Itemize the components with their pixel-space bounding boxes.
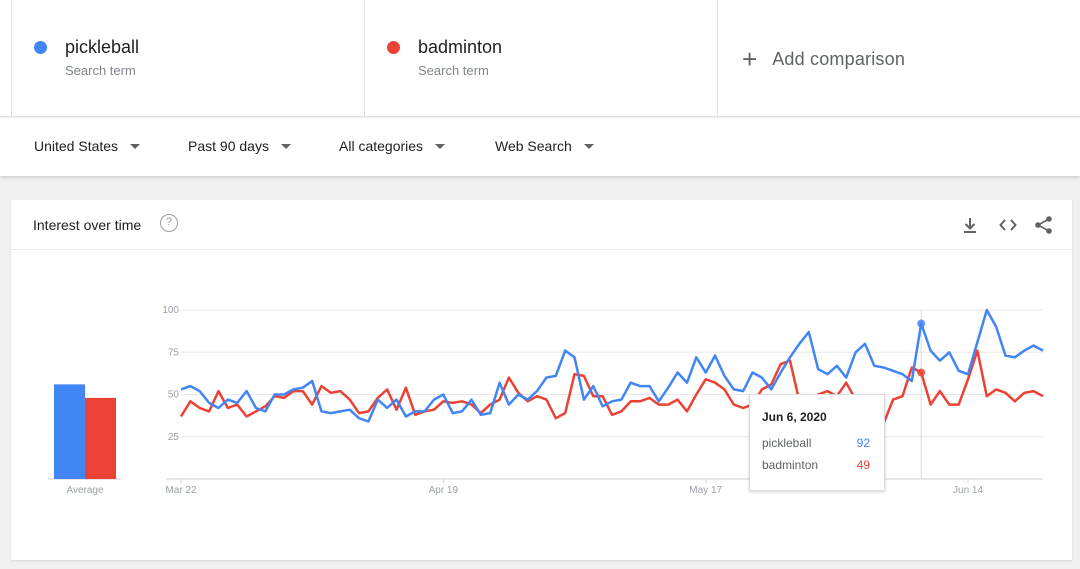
tooltip-date: Jun 6, 2020 [762, 410, 827, 424]
x-tick-label: Jun 14 [953, 485, 983, 496]
interest-over-time-card: Interest over time ? 25 50 75 100 Mar 22 Apr … [11, 200, 1072, 560]
caret-down-icon [583, 143, 594, 149]
chart-tooltip: Jun 6, 2020 pickleball 92 badminton 49 [749, 394, 885, 491]
y-tick-label: 100 [162, 305, 179, 316]
tooltip-value-badminton: 49 [856, 458, 870, 472]
caret-down-icon [280, 143, 291, 149]
category-label: All categories [339, 138, 424, 154]
search-type-label: Web Search [495, 138, 572, 154]
add-comparison-label: Add comparison [772, 48, 906, 69]
highlight-point-badminton [917, 368, 926, 377]
y-tick-label: 25 [168, 432, 180, 443]
search-term-type: Search term [65, 63, 136, 78]
average-bar-pickleball [54, 384, 85, 479]
x-tick-label: Mar 22 [165, 485, 197, 496]
y-tick-label: 50 [168, 390, 180, 401]
category-dropdown[interactable]: All categories [339, 138, 446, 154]
y-tick-label: 75 [168, 347, 180, 358]
add-comparison-button[interactable]: + Add comparison [717, 0, 1080, 117]
region-label: United States [34, 138, 119, 154]
tooltip-label-pickleball: pickleball [762, 436, 812, 450]
search-term-type: Search term [418, 63, 489, 78]
card-title: Interest over time [33, 217, 142, 233]
x-tick-label: Apr 19 [429, 485, 459, 496]
search-term-name: pickleball [65, 37, 140, 57]
tooltip-label-badminton: badminton [762, 458, 819, 472]
caret-down-icon [130, 143, 141, 149]
filters-bar: United States Past 90 days All categorie… [0, 118, 1080, 176]
help-icon[interactable]: ? [160, 214, 178, 232]
interest-chart[interactable]: 25 50 75 100 Mar 22 Apr 19 May 17 Jun 14 Average [11, 200, 1072, 560]
search-term-name: badminton [418, 37, 503, 57]
region-dropdown[interactable]: United States [34, 138, 141, 154]
caret-down-icon [435, 143, 446, 149]
search-term-badminton[interactable]: badminton Search term [364, 0, 717, 117]
embed-code-icon[interactable] [997, 214, 1019, 236]
search-term-pickleball[interactable]: pickleball Search term [11, 0, 364, 117]
plus-icon: + [742, 44, 758, 74]
x-tick-label: May 17 [689, 485, 722, 496]
search-terms-bar: pickleball Search term badminton Search … [0, 0, 1080, 117]
tooltip-value-pickleball: 92 [856, 436, 870, 450]
series-line-badminton [179, 349, 1044, 425]
highlight-point-pickleball [917, 319, 926, 328]
time-range-label: Past 90 days [188, 138, 269, 154]
average-label: Average [66, 485, 104, 496]
share-icon[interactable] [1033, 214, 1055, 236]
average-bar-badminton [85, 397, 116, 479]
card-header: Interest over time ? [11, 200, 1072, 250]
series-color-dot [34, 41, 47, 54]
time-range-dropdown[interactable]: Past 90 days [188, 138, 291, 154]
series-line-pickleball [180, 308, 1044, 423]
download-icon[interactable] [959, 214, 981, 236]
search-type-dropdown[interactable]: Web Search [495, 138, 594, 154]
series-color-dot [387, 41, 400, 54]
